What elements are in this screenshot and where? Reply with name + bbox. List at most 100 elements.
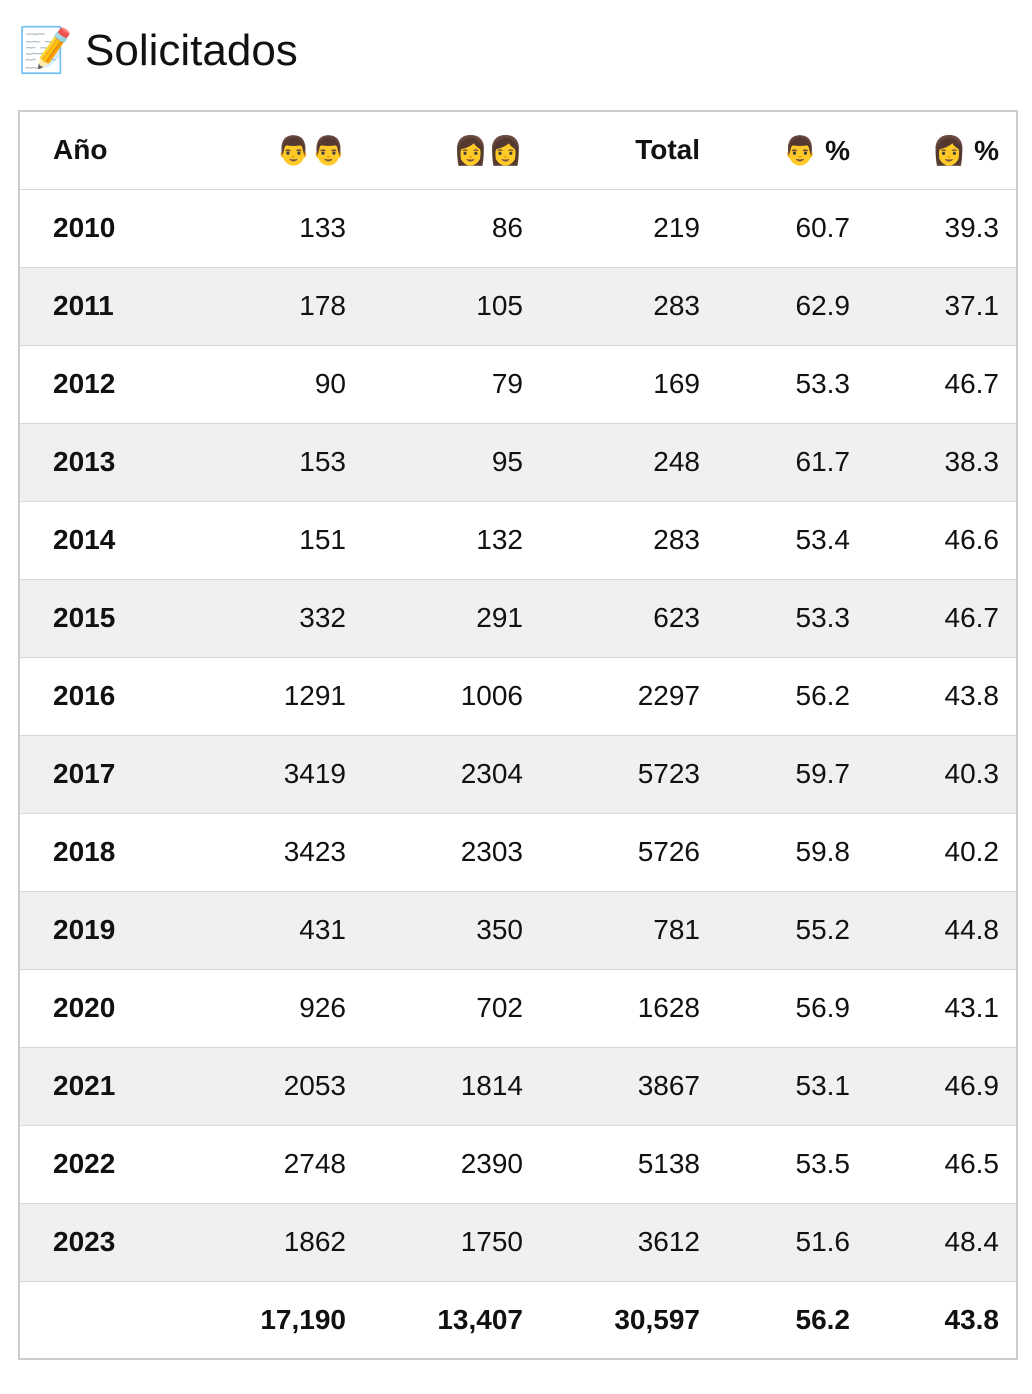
value-cell: 56.9 <box>717 969 867 1048</box>
value-cell: 5723 <box>540 735 717 814</box>
value-cell: 38.3 <box>867 423 1017 502</box>
value-cell: 37.1 <box>867 267 1017 346</box>
value-cell: 53.3 <box>717 345 867 424</box>
value-cell: 1750 <box>363 1203 540 1282</box>
value-cell: 53.3 <box>717 579 867 658</box>
value-cell: 332 <box>201 579 363 658</box>
table-body: 2010 133 86 219 60.7 39.3 2011 178 105 283 62.9 37.… <box>19 189 1017 1282</box>
table-row: 2021 2053 1814 3867 53.1 46.9 <box>19 1047 1017 1126</box>
totals-row: 17,190 13,407 30,597 56.2 43.8 <box>19 1281 1017 1359</box>
value-cell: 48.4 <box>867 1203 1017 1282</box>
value-cell: 291 <box>363 579 540 658</box>
value-cell: 248 <box>540 423 717 502</box>
year-cell: 2014 <box>19 501 201 580</box>
page-title: 📝 Solicitados <box>18 26 298 75</box>
value-cell: 53.4 <box>717 501 867 580</box>
total-cell: 30,597 <box>614 1303 700 1335</box>
column-header: 👩👩 <box>363 111 540 190</box>
value-cell: 2748 <box>201 1125 363 1204</box>
value-cell: 44.8 <box>867 891 1017 970</box>
year-cell: 2020 <box>19 969 201 1048</box>
year-cell: 2015 <box>19 579 201 658</box>
value-cell: 350 <box>363 891 540 970</box>
value-cell: 55.2 <box>717 891 867 970</box>
empty-cell <box>19 1281 201 1359</box>
value-cell: 86 <box>363 189 540 268</box>
table-footer: 17,190 13,407 30,597 56.2 43.8 <box>19 1281 1017 1359</box>
table-row: 2015 332 291 623 53.3 46.7 <box>19 579 1017 658</box>
table-row: 2010 133 86 219 60.7 39.3 <box>19 189 1017 268</box>
value-cell: 151 <box>201 501 363 580</box>
value-cell: 43.1 <box>867 969 1017 1048</box>
table-row: 2020 926 702 1628 56.9 43.1 <box>19 969 1017 1048</box>
value-cell: 3419 <box>201 735 363 814</box>
value-cell: 1291 <box>201 657 363 736</box>
value-cell: 3612 <box>540 1203 717 1282</box>
table-row: 2011 178 105 283 62.9 37.1 <box>19 267 1017 346</box>
total-cell: 43.8 <box>944 1303 1000 1335</box>
value-cell: 60.7 <box>717 189 867 268</box>
value-cell: 219 <box>540 189 717 268</box>
total-cell: 13,407 <box>437 1303 523 1335</box>
table-row: 2012 90 79 169 53.3 46.7 <box>19 345 1017 424</box>
year-cell: 2018 <box>19 813 201 892</box>
year-cell: 2023 <box>19 1203 201 1282</box>
column-header: 👩 % <box>867 111 1017 190</box>
value-cell: 59.7 <box>717 735 867 814</box>
table-row: 2016 1291 1006 2297 56.2 43.8 <box>19 657 1017 736</box>
value-cell: 926 <box>201 969 363 1048</box>
value-cell: 53.1 <box>717 1047 867 1126</box>
value-cell: 1814 <box>363 1047 540 1126</box>
value-cell: 283 <box>540 501 717 580</box>
year-cell: 2013 <box>19 423 201 502</box>
value-cell: 40.2 <box>867 813 1017 892</box>
value-cell: 178 <box>201 267 363 346</box>
year-cell: 2010 <box>19 189 201 268</box>
value-cell: 56.2 <box>717 657 867 736</box>
value-cell: 39.3 <box>867 189 1017 268</box>
value-cell: 132 <box>363 501 540 580</box>
table-row: 2019 431 350 781 55.2 44.8 <box>19 891 1017 970</box>
value-cell: 623 <box>540 579 717 658</box>
year-cell: 2016 <box>19 657 201 736</box>
column-header: 👨 % <box>717 111 867 190</box>
value-cell: 702 <box>363 969 540 1048</box>
year-cell: 2012 <box>19 345 201 424</box>
table-row: 2017 3419 2304 5723 59.7 40.3 <box>19 735 1017 814</box>
value-cell: 46.7 <box>867 345 1017 424</box>
table-row: 2018 3423 2303 5726 59.8 40.2 <box>19 813 1017 892</box>
value-cell: 59.8 <box>717 813 867 892</box>
value-cell: 95 <box>363 423 540 502</box>
year-cell: 2022 <box>19 1125 201 1204</box>
value-cell: 43.8 <box>867 657 1017 736</box>
value-cell: 133 <box>201 189 363 268</box>
value-cell: 1006 <box>363 657 540 736</box>
total-cell: 56.2 <box>795 1303 851 1335</box>
value-cell: 79 <box>363 345 540 424</box>
column-header: 👨👨 <box>201 111 363 190</box>
value-cell: 51.6 <box>717 1203 867 1282</box>
value-cell: 431 <box>201 891 363 970</box>
value-cell: 781 <box>540 891 717 970</box>
value-cell: 61.7 <box>717 423 867 502</box>
value-cell: 169 <box>540 345 717 424</box>
value-cell: 1862 <box>201 1203 363 1282</box>
value-cell: 105 <box>363 267 540 346</box>
table-header: Año 👨👨 👩👩 Total 👨 % 👩 % <box>19 111 1017 190</box>
value-cell: 5726 <box>540 813 717 892</box>
table-row: 2022 2748 2390 5138 53.5 46.5 <box>19 1125 1017 1204</box>
table-row: 2014 151 132 283 53.4 46.6 <box>19 501 1017 580</box>
value-cell: 2053 <box>201 1047 363 1126</box>
total-cell: 17,190 <box>260 1303 346 1335</box>
value-cell: 2304 <box>363 735 540 814</box>
value-cell: 3867 <box>540 1047 717 1126</box>
value-cell: 153 <box>201 423 363 502</box>
table-row: 2023 1862 1750 3612 51.6 48.4 <box>19 1203 1017 1282</box>
column-header: Año <box>19 111 201 190</box>
header-row: Año 👨👨 👩👩 Total 👨 % 👩 % <box>19 111 1017 190</box>
year-cell: 2017 <box>19 735 201 814</box>
value-cell: 46.6 <box>867 501 1017 580</box>
value-cell: 53.5 <box>717 1125 867 1204</box>
value-cell: 5138 <box>540 1125 717 1204</box>
value-cell: 283 <box>540 267 717 346</box>
